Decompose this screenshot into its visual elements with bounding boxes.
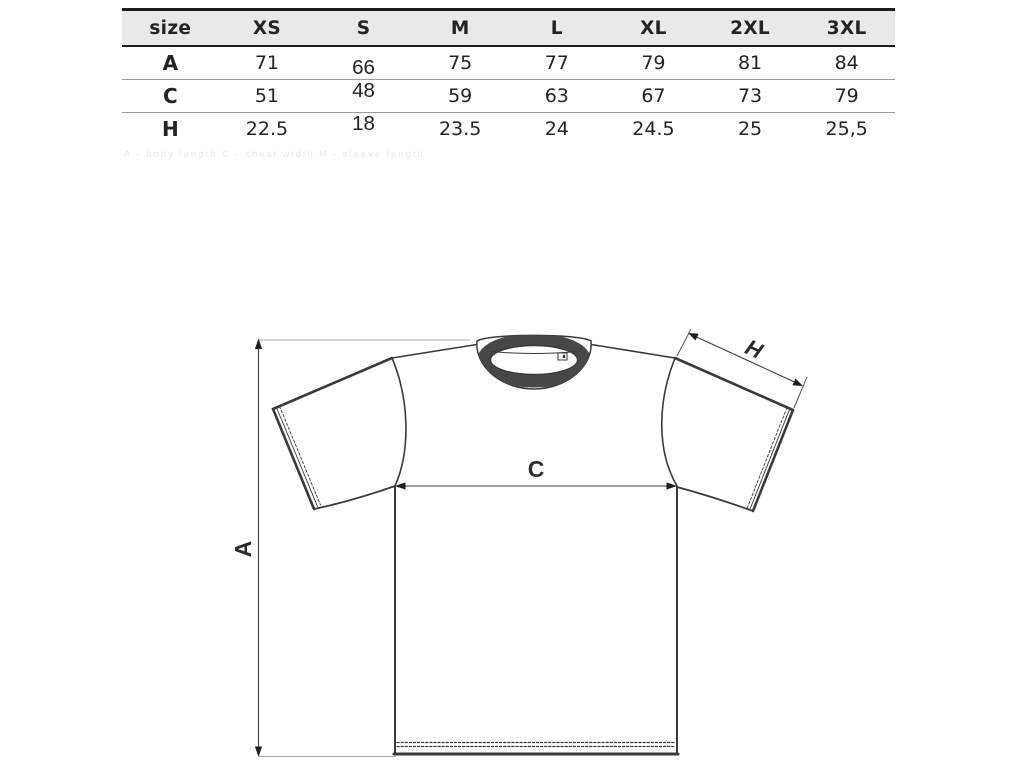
size-table-header-row: size XS S M L XL 2XL 3XL: [122, 8, 895, 47]
right-armhole-seam: [660, 357, 678, 487]
label-a: A: [230, 541, 256, 558]
left-armhole-seam: [391, 357, 407, 487]
size-value-cell: 84: [834, 52, 859, 74]
left-shoulder-seam: [391, 343, 481, 359]
size-value-cell: 24.5: [632, 118, 675, 140]
size-tag-mark: [562, 354, 566, 358]
row-label-c: C: [162, 84, 178, 108]
right-sleeve-hem-edge: [751, 408, 795, 513]
size-value-cell: 23.5: [439, 118, 482, 140]
table-row-h: H 22.5 18 23.5 24 24.5 25 25,5: [122, 112, 895, 145]
size-value-cell: 79: [834, 85, 859, 107]
left-sleeve-stitch-solid: [276, 407, 318, 507]
size-value-cell: 25: [737, 118, 763, 140]
size-value-cell: 22.5: [245, 118, 289, 140]
arrowhead-h-top: [688, 333, 699, 341]
size-value-cell: 25,5: [825, 118, 868, 140]
right-sleeve-stitch-solid: [749, 408, 791, 511]
h-extension-top: [676, 328, 692, 357]
dimension-line-h: [689, 333, 802, 386]
size-value-cell: 24: [544, 118, 569, 140]
left-sleeve-hem-edge: [271, 407, 316, 511]
arrowhead-h-bottom: [792, 378, 803, 386]
size-value-cell: 66: [352, 56, 375, 79]
size-value-cell: 48: [352, 79, 375, 102]
size-tag: [557, 352, 568, 361]
collar: [476, 334, 592, 390]
extension-lines: [258, 339, 470, 758]
dimension-a: A: [230, 338, 263, 757]
col-header-xs: XS: [252, 17, 282, 39]
col-header-xl: XL: [640, 17, 667, 39]
left-sleeve-top-edge: [271, 356, 394, 411]
right-sleeve-top-edge: [673, 356, 795, 412]
right-sleeve-bottom-edge: [676, 486, 754, 512]
back-neck-seam: [490, 351, 578, 354]
size-value-cell: 51: [254, 85, 280, 107]
col-header-s: S: [356, 17, 371, 39]
body: [392, 485, 680, 756]
table-row-c: C 51 48 59 63 67 73 79: [122, 79, 895, 113]
arrowhead-a-bottom: [254, 746, 263, 757]
row-label-h: H: [161, 117, 179, 141]
left-sleeve-bottom-edge: [313, 485, 396, 510]
label-c: C: [528, 456, 545, 482]
size-value-cell: 71: [254, 52, 280, 74]
right-sleeve: [660, 356, 795, 513]
arrowhead-c-right: [666, 482, 677, 490]
size-value-cell: 18: [352, 112, 375, 135]
size-value-cell: 63: [544, 85, 569, 107]
faint-footnote: A - body length C - chest width H - slee…: [124, 149, 425, 160]
size-table: size XS S M L XL 2XL 3XL A 71 66 75 77 7…: [122, 8, 895, 145]
size-value-cell: 77: [544, 52, 569, 74]
row-label-a: A: [162, 51, 179, 75]
col-header-l: L: [550, 17, 563, 39]
size-value-cell: 75: [448, 52, 473, 74]
left-sleeve: [271, 356, 407, 511]
dimension-c: C: [395, 456, 677, 490]
size-value-cell: 73: [737, 85, 763, 107]
left-sleeve-stitch-dashed: [279, 405, 321, 506]
size-value-cell: 59: [448, 85, 473, 107]
size-value-cell: 79: [641, 52, 666, 74]
h-extension-bottom: [793, 376, 808, 409]
tshirt-outline: [271, 334, 795, 756]
col-header-2xl: 2XL: [730, 17, 770, 39]
right-shoulder-seam: [587, 343, 676, 359]
size-value-cell: 81: [737, 52, 763, 74]
col-header-m: M: [450, 17, 470, 39]
collar-ribbing: [477, 335, 591, 388]
table-row-a: A 71 66 75 77 79 81 84: [122, 47, 895, 80]
arrowhead-c-left: [395, 482, 406, 490]
col-header-3xl: 3XL: [826, 17, 867, 39]
right-sleeve-stitch-dashed: [746, 407, 788, 509]
size-value-cell: 67: [641, 85, 666, 107]
arrowhead-a-top: [254, 338, 263, 349]
col-header-size: size: [149, 17, 192, 39]
